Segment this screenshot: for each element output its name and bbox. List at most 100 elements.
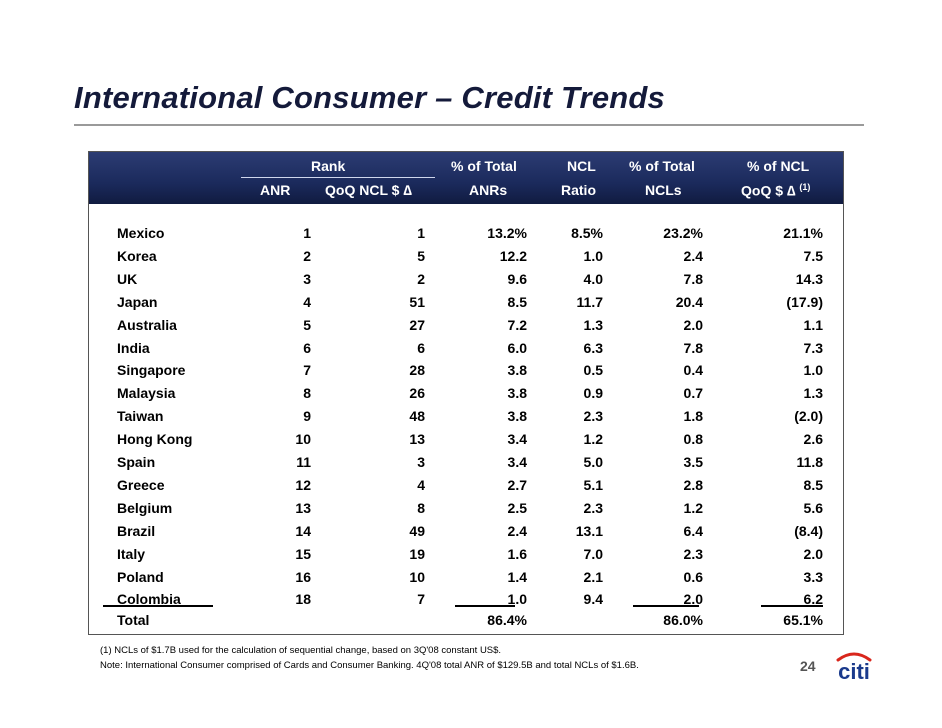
qoq-rank-cell: 27: [409, 316, 425, 333]
header-rank: Rank: [311, 158, 346, 174]
header-ncl-ratio-line2: Ratio: [561, 182, 596, 198]
qoq-rank-cell: 13: [409, 431, 425, 448]
country-cell: Taiwan: [117, 408, 164, 425]
pct-anr-cell: 2.4: [507, 522, 527, 539]
footnote-ref: (1): [799, 182, 811, 192]
qoq-rank-cell: 19: [409, 545, 425, 562]
country-cell: Colombia: [117, 591, 181, 608]
header-ncl-ratio-line1: NCL: [567, 158, 596, 174]
title-divider: [74, 124, 864, 126]
anr-rank-cell: 3: [303, 270, 311, 287]
header-anr: ANR: [260, 182, 291, 198]
pct-ncl-cell: 3.5: [683, 454, 703, 470]
citi-logo-mark: citi: [836, 652, 872, 684]
anr-rank-cell: 7: [303, 362, 311, 379]
country-cell: Greece: [117, 476, 165, 493]
qoq-rank-cell: 51: [409, 293, 425, 310]
footnote-1: (1) NCLs of $1.7B used for the calculati…: [100, 645, 502, 656]
country-cell: Japan: [117, 293, 158, 310]
qoq-rank-cell: 4: [417, 476, 425, 493]
ncl-ratio-cell: 7.0: [583, 545, 603, 562]
pct-anr-cell: 6.0: [507, 339, 527, 356]
qoq-pct-cell: 5.6: [803, 499, 823, 516]
country-underline: [103, 605, 213, 607]
total-pct-ncl: 86.0%: [663, 612, 703, 628]
qoq-pct-cell: (17.9): [786, 293, 823, 310]
pct-anr-cell: 1.0: [507, 591, 527, 608]
credit-trends-table: Rank ANR QoQ NCL $ ∆ % of Total ANRs NCL…: [88, 151, 844, 635]
pct-anr-cell: 3.8: [507, 385, 527, 402]
pct-ncl-cell: 7.8: [683, 270, 703, 287]
ncl-ratio-cell: 2.3: [583, 499, 603, 516]
qoq-rank-cell: 26: [409, 385, 425, 402]
ncl-ratio-cell: 0.5: [583, 362, 603, 379]
pct-anr-underline: [455, 605, 515, 607]
anr-rank-cell: 11: [296, 454, 311, 470]
pct-ncl-cell: 20.4: [675, 293, 703, 310]
header-pct-ncl-qoq-label: QoQ $ ∆: [741, 182, 796, 199]
pct-anr-cell: 3.4: [507, 454, 527, 470]
pct-ncl-cell: 1.2: [683, 499, 703, 516]
pct-anr-cell: 8.5: [507, 293, 527, 310]
page-title: International Consumer – Credit Trends: [74, 80, 665, 115]
pct-ncl-cell: 2.0: [683, 591, 703, 608]
qoq-rank-cell: 8: [417, 499, 425, 516]
rank-underline: [241, 177, 435, 178]
qoq-pct-cell: (8.4): [794, 522, 823, 539]
qoq-pct-cell: 6.2: [803, 591, 823, 608]
country-cell: UK: [117, 270, 138, 287]
country-cell: Spain: [117, 454, 156, 470]
pct-anr-cell: 2.7: [507, 476, 527, 493]
qoq-pct-cell: (2.0): [794, 408, 823, 425]
anr-rank-cell: 2: [303, 247, 311, 264]
pct-ncl-underline: [633, 605, 699, 607]
page-number: 24: [800, 658, 816, 674]
pct-ncl-cell: 0.8: [683, 431, 703, 448]
ncl-ratio-cell: 6.3: [583, 339, 603, 356]
anr-rank-cell: 13: [295, 499, 311, 516]
anr-rank-cell: 10: [295, 431, 311, 448]
anr-rank-cell: 14: [295, 522, 311, 539]
header-qoq-ncl: QoQ NCL $ ∆: [325, 182, 412, 198]
ncl-ratio-cell: 1.3: [583, 316, 603, 333]
country-cell: Belgium: [117, 499, 173, 516]
ncl-ratio-cell: 0.9: [583, 385, 603, 402]
ncl-ratio-cell: 1.0: [583, 247, 603, 264]
pct-anr-cell: 3.8: [507, 408, 527, 425]
qoq-pct-cell: 1.3: [803, 385, 823, 402]
pct-ncl-cell: 2.3: [683, 545, 703, 562]
ncl-ratio-cell: 11.7: [576, 293, 603, 310]
country-cell: Korea: [117, 247, 157, 264]
ncl-ratio-cell: 2.1: [583, 568, 603, 585]
pct-anr-cell: 7.2: [507, 316, 527, 333]
ncl-ratio-cell: 13.1: [575, 522, 603, 539]
total-pct-anr: 86.4%: [487, 612, 527, 628]
country-cell: Australia: [117, 316, 177, 333]
qoq-rank-cell: 10: [409, 568, 425, 585]
header-pct-ncl-line2: NCLs: [645, 182, 682, 198]
pct-anr-cell: 3.8: [507, 362, 527, 379]
pct-ncl-cell: 6.4: [683, 522, 703, 539]
qoq-rank-cell: 6: [417, 339, 425, 356]
qoq-pct-cell: 1.0: [803, 362, 823, 379]
qoq-rank-cell: 7: [417, 591, 425, 608]
qoq-pct-cell: 2.0: [803, 545, 823, 562]
header-pct-ncl-qoq-line2: QoQ $ ∆ (1): [741, 182, 810, 199]
pct-anr-cell: 2.5: [507, 499, 527, 516]
header-pct-ncl-line1: % of Total: [629, 158, 695, 174]
citi-logo: citi: [824, 648, 884, 687]
country-cell: Italy: [117, 545, 146, 562]
anr-rank-cell: 8: [303, 385, 311, 402]
anr-rank-cell: 12: [295, 476, 311, 493]
qoq-pct-cell: 2.6: [803, 431, 823, 448]
anr-rank-cell: 9: [303, 408, 311, 425]
qoq-rank-cell: 48: [409, 408, 425, 425]
pct-ncl-cell: 0.7: [683, 385, 703, 402]
svg-text:citi: citi: [838, 659, 870, 682]
ncl-ratio-cell: 5.1: [583, 476, 603, 493]
pct-anr-cell: 12.2: [499, 247, 527, 264]
pct-ncl-cell: 23.2%: [663, 225, 703, 241]
ncl-ratio-cell: 2.3: [583, 408, 603, 425]
total-qoq-pct: 65.1%: [783, 612, 823, 628]
country-cell: Poland: [117, 568, 164, 585]
